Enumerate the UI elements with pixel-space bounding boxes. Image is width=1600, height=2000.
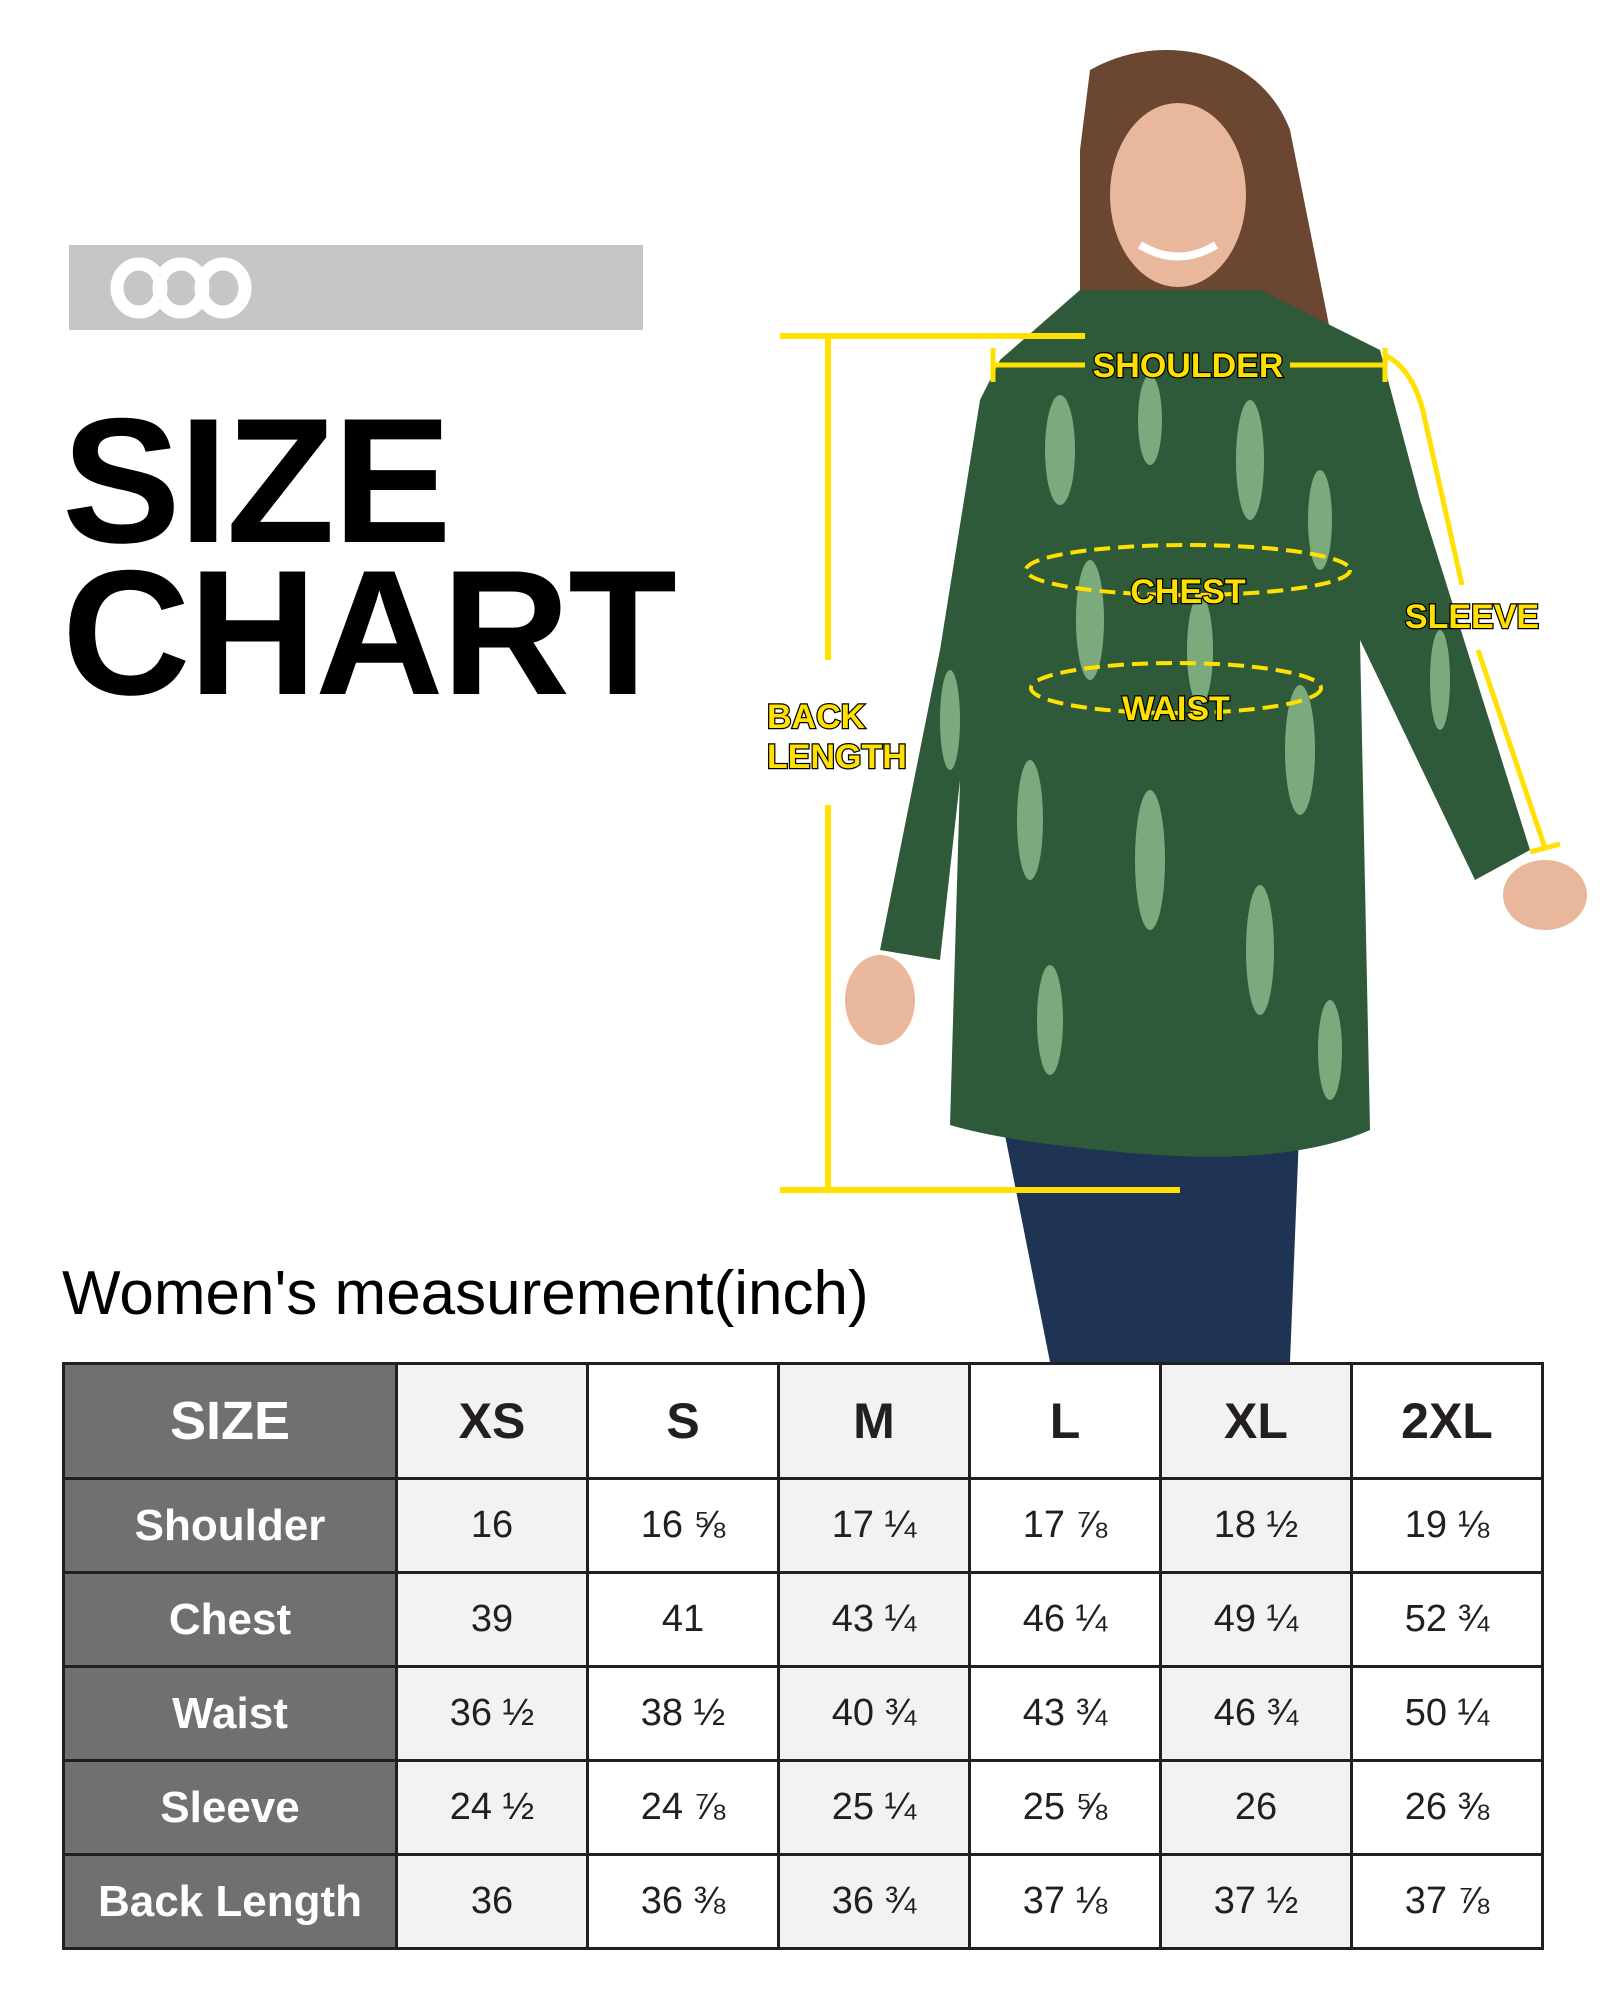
table-cell: 19 ⅛ <box>1350 1477 1544 1574</box>
table-cell: 46 ¼ <box>968 1571 1162 1668</box>
sleeve-indicator <box>1383 352 1561 855</box>
table-cell: 26 ⅜ <box>1350 1759 1544 1856</box>
header-size: SIZE <box>62 1362 398 1480</box>
sleeve-label: SLEEVE <box>1405 598 1539 636</box>
table-cell: 16 ⅝ <box>586 1477 780 1574</box>
row-label: Chest <box>62 1571 398 1668</box>
table-cell: 37 ⅞ <box>1350 1853 1544 1950</box>
table-cell: 17 ⅞ <box>968 1477 1162 1574</box>
row-label: Back Length <box>62 1853 398 1950</box>
shoulder-label: SHOULDER <box>1093 347 1284 385</box>
table-cell: 38 ½ <box>586 1665 780 1762</box>
header-s: S <box>586 1362 780 1480</box>
table-cell: 16 <box>395 1477 589 1574</box>
table-cell: 25 ⅝ <box>968 1759 1162 1856</box>
table-cell: 49 ¼ <box>1159 1571 1353 1668</box>
header-l: L <box>968 1362 1162 1480</box>
table-cell: 43 ¾ <box>968 1665 1162 1762</box>
back-length-label-1: BACK <box>767 698 866 736</box>
table-cell: 37 ⅛ <box>968 1853 1162 1950</box>
chest-label: CHEST <box>1130 573 1245 611</box>
shoulder-indicator <box>990 348 1388 382</box>
title-line-1: SIZE <box>62 381 452 580</box>
table-cell: 36 ⅜ <box>586 1853 780 1950</box>
table-cell: 46 ¾ <box>1159 1665 1353 1762</box>
table-row: Shoulder 16 16 ⅝ 17 ¼ 17 ⅞ 18 ½ 19 ⅛ <box>62 1477 1544 1574</box>
row-label: Waist <box>62 1665 398 1762</box>
table-row: Sleeve 24 ½ 24 ⅞ 25 ¼ 25 ⅝ 26 26 ⅜ <box>62 1759 1544 1856</box>
table-cell: 40 ¾ <box>777 1665 971 1762</box>
table-cell: 50 ¼ <box>1350 1665 1544 1762</box>
header-2xl: 2XL <box>1350 1362 1544 1480</box>
header-xs: XS <box>395 1362 589 1480</box>
row-label: Sleeve <box>62 1759 398 1856</box>
table-cell: 39 <box>395 1571 589 1668</box>
model-photo: BACK LENGTH SHOULDER CHEST WAIST SLEEVE <box>766 50 1587 1362</box>
header-m: M <box>777 1362 971 1480</box>
table-cell: 36 <box>395 1853 589 1950</box>
brand-logo-bar <box>69 245 643 330</box>
table-cell: 36 ½ <box>395 1665 589 1762</box>
table-cell: 36 ¾ <box>777 1853 971 1950</box>
brand-logo-icon <box>110 257 252 319</box>
table-row: Chest 39 41 43 ¼ 46 ¼ 49 ¼ 52 ¾ <box>62 1571 1544 1668</box>
measurement-subtitle: Women's measurement(inch) <box>62 1259 869 1328</box>
table-cell: 25 ¼ <box>777 1759 971 1856</box>
table-cell: 24 ½ <box>395 1759 589 1856</box>
table-cell: 26 <box>1159 1759 1353 1856</box>
back-length-indicator <box>780 333 1180 1193</box>
table-cell: 18 ½ <box>1159 1477 1353 1574</box>
chest-indicator <box>1024 543 1352 597</box>
waist-indicator <box>1029 661 1323 715</box>
table-cell: 17 ¼ <box>777 1477 971 1574</box>
table-cell: 37 ½ <box>1159 1853 1353 1950</box>
waist-label: WAIST <box>1122 690 1230 728</box>
title-line-2: CHART <box>62 533 677 732</box>
table-row: Waist 36 ½ 38 ½ 40 ¾ 43 ¾ 46 ¾ 50 ¼ <box>62 1665 1544 1762</box>
table-cell: 43 ¼ <box>777 1571 971 1668</box>
table-cell: 24 ⅞ <box>586 1759 780 1856</box>
table-cell: 52 ¾ <box>1350 1571 1544 1668</box>
header-xl: XL <box>1159 1362 1353 1480</box>
page-title: SIZE CHART <box>62 381 677 732</box>
back-length-label-2: LENGTH <box>767 738 907 776</box>
row-label: Shoulder <box>62 1477 398 1574</box>
table-header-row: SIZE XS S M L XL 2XL <box>62 1362 1544 1480</box>
table-cell: 41 <box>586 1571 780 1668</box>
table-row: Back Length 36 36 ⅜ 36 ¾ 37 ⅛ 37 ½ 37 ⅞ <box>62 1853 1544 1950</box>
